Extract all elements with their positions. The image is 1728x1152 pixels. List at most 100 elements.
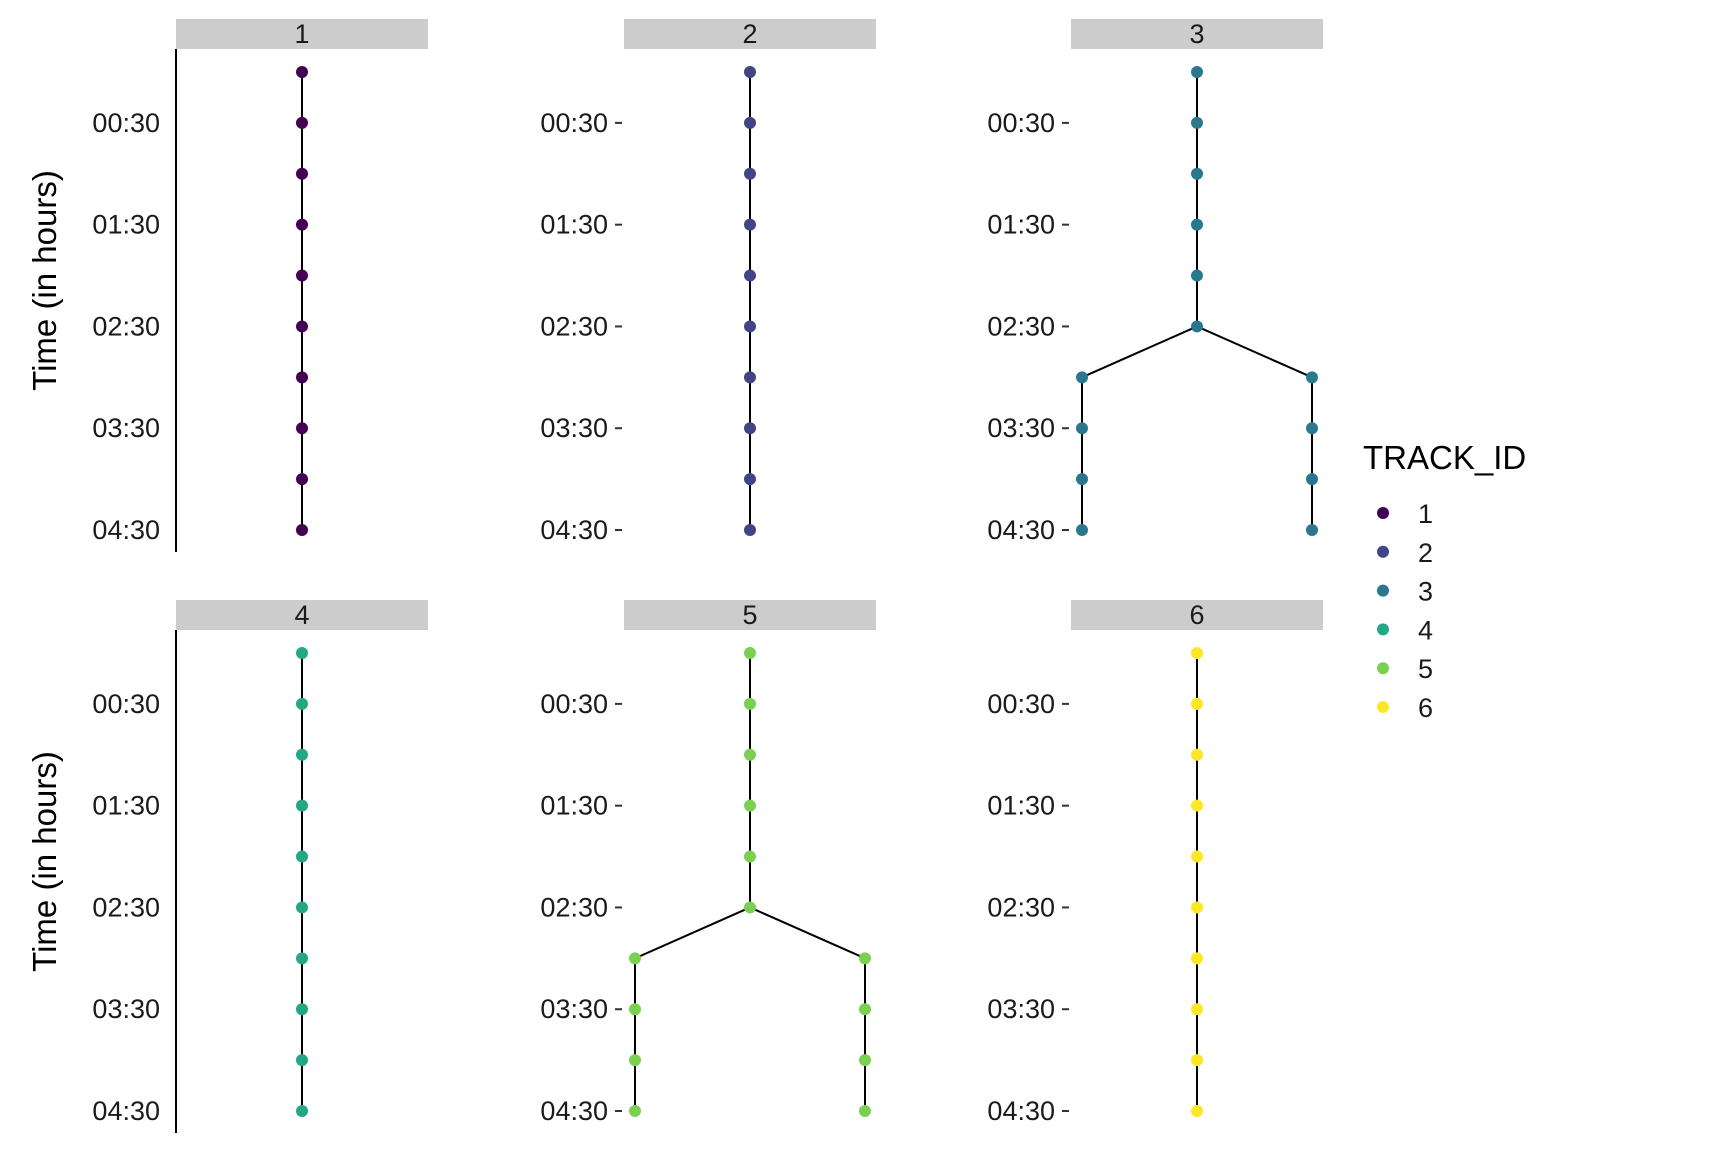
data-point (1191, 850, 1203, 863)
legend-label: 3 (1418, 577, 1433, 607)
y-tick-label: 03:30 (987, 994, 1055, 1024)
strip-label: 1 (294, 19, 309, 49)
data-point (744, 269, 756, 282)
legend-swatch (1377, 623, 1389, 636)
legend-swatch (1377, 507, 1389, 519)
data-point (1191, 799, 1203, 812)
data-point (296, 1054, 308, 1067)
branch-connector-line (634, 906, 751, 960)
data-point (629, 1054, 641, 1067)
data-point (744, 218, 756, 231)
data-point (296, 167, 308, 180)
y-tick-label: 03:30 (540, 994, 608, 1024)
y-tick-label: 04:30 (540, 515, 608, 545)
data-point (629, 952, 641, 965)
data-point (744, 524, 756, 536)
data-point (1306, 422, 1318, 435)
data-point (1076, 371, 1088, 384)
legend-swatch (1377, 584, 1389, 597)
data-point (296, 524, 308, 536)
data-point (1191, 952, 1203, 965)
legend: TRACK_ID 1 2 3 4 5 6 (1363, 439, 1526, 723)
strip-label: 6 (1189, 600, 1204, 630)
data-point (1191, 66, 1203, 78)
y-tick-label: 00:30 (987, 689, 1055, 719)
legend-swatch (1377, 701, 1389, 713)
data-point (1076, 422, 1088, 435)
panel-3: 3 00:30 01:30 02:30 03:30 04:30 (987, 19, 1323, 545)
data-point (1191, 647, 1203, 659)
branch-connector-line (749, 906, 866, 960)
data-point (296, 901, 308, 914)
y-tick-label: 01:30 (540, 791, 608, 821)
branch-connector-line (1081, 325, 1198, 379)
data-point (744, 647, 756, 659)
strip-label: 4 (294, 600, 309, 630)
y-tick-label: 01:30 (92, 210, 160, 240)
y-tick-label: 00:30 (987, 108, 1055, 138)
strip-background (624, 19, 876, 49)
panel-6: 6 00:30 01:30 02:30 03:30 04:30 (987, 600, 1323, 1126)
y-tick-label: 03:30 (92, 994, 160, 1024)
panel-4: 4 00:30 01:30 02:30 03:30 04:30 (92, 600, 428, 1133)
data-point (296, 116, 308, 129)
y-tick-label: 01:30 (987, 210, 1055, 240)
data-point (296, 697, 308, 710)
data-point (859, 1054, 871, 1067)
y-tick-label: 01:30 (987, 791, 1055, 821)
y-tick-label: 02:30 (540, 892, 608, 922)
data-point (1191, 1054, 1203, 1067)
legend-label: 4 (1418, 615, 1433, 645)
data-point (744, 850, 756, 863)
data-point (296, 748, 308, 761)
data-point (296, 647, 308, 659)
strip-background (176, 19, 428, 49)
data-point (744, 422, 756, 435)
data-point (296, 66, 308, 78)
data-point (1191, 901, 1203, 914)
data-point (1191, 116, 1203, 129)
data-point (859, 952, 871, 965)
data-point (744, 697, 756, 710)
data-point (296, 473, 308, 486)
data-point (296, 218, 308, 231)
y-axis-title: Time (in hours) (26, 170, 63, 391)
panel-2: 2 00:30 01:30 02:30 03:30 04:30 (540, 19, 876, 545)
y-tick-label: 00:30 (540, 689, 608, 719)
data-point (1076, 473, 1088, 486)
y-tick-label: 02:30 (987, 892, 1055, 922)
strip-background (176, 600, 428, 630)
y-tick-label: 01:30 (540, 210, 608, 240)
data-point (1191, 1105, 1203, 1117)
data-point (1191, 697, 1203, 710)
y-tick-label: 00:30 (92, 108, 160, 138)
data-point (744, 748, 756, 761)
data-point (1306, 371, 1318, 384)
y-tick-label: 03:30 (92, 413, 160, 443)
data-point (1191, 218, 1203, 231)
data-point (296, 1003, 308, 1016)
data-point (1191, 269, 1203, 282)
data-point (296, 799, 308, 812)
y-tick-label: 04:30 (92, 515, 160, 545)
legend-label: 1 (1418, 499, 1433, 529)
y-tick-label: 03:30 (540, 413, 608, 443)
data-point (744, 167, 756, 180)
legend-label: 5 (1418, 654, 1433, 684)
data-point (859, 1003, 871, 1016)
data-point (744, 799, 756, 812)
data-point (296, 952, 308, 965)
data-point (1191, 167, 1203, 180)
data-point (744, 371, 756, 384)
y-axis-title: Time (in hours) (26, 751, 63, 972)
panel-5: 5 00:30 01:30 02:30 03:30 04:30 (540, 600, 876, 1126)
y-tick-label: 04:30 (540, 1096, 608, 1126)
data-point (744, 116, 756, 129)
data-point (744, 473, 756, 486)
y-tick-label: 04:30 (92, 1096, 160, 1126)
y-tick-label: 02:30 (540, 311, 608, 341)
y-tick-label: 00:30 (92, 689, 160, 719)
data-point (859, 1105, 871, 1117)
y-tick-label: 02:30 (92, 311, 160, 341)
strip-label: 3 (1189, 19, 1204, 49)
